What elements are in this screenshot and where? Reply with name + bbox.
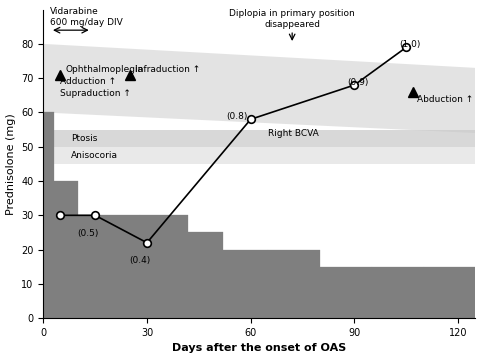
Text: Right BCVA: Right BCVA [268,129,319,137]
Text: Adduction ↑
Supraduction ↑: Adduction ↑ Supraduction ↑ [60,78,131,98]
Bar [424,267,475,318]
Bar [140,215,189,318]
Text: Infraduction ↑: Infraduction ↑ [135,65,200,74]
Text: Diplopia in primary position
disappeared: Diplopia in primary position disappeared [229,9,355,29]
Text: Ptosis: Ptosis [71,134,97,143]
Text: Anisocoria: Anisocoria [71,151,118,160]
Text: (1.0): (1.0) [399,41,420,50]
Bar [43,147,475,164]
Text: (0.8): (0.8) [226,112,247,121]
Bar [43,112,53,318]
Bar [223,250,268,318]
X-axis label: Days after the onset of OAS: Days after the onset of OAS [172,344,347,354]
Bar [43,130,475,147]
Bar [268,250,320,318]
Text: Ophthalmoplegia: Ophthalmoplegia [66,65,144,74]
Bar [189,233,223,318]
Text: Abduction ↑: Abduction ↑ [417,95,473,104]
Y-axis label: Prednisolone (mg): Prednisolone (mg) [5,113,16,215]
Text: (0.5): (0.5) [77,229,99,238]
Bar [78,215,140,318]
Polygon shape [43,44,475,133]
Text: (0.9): (0.9) [347,78,368,87]
Bar [320,267,372,318]
Bar [53,181,78,318]
Text: (0.4): (0.4) [129,256,151,265]
Bar [372,267,424,318]
Text: Vidarabine
600 mg/day DIV: Vidarabine 600 mg/day DIV [50,7,123,27]
